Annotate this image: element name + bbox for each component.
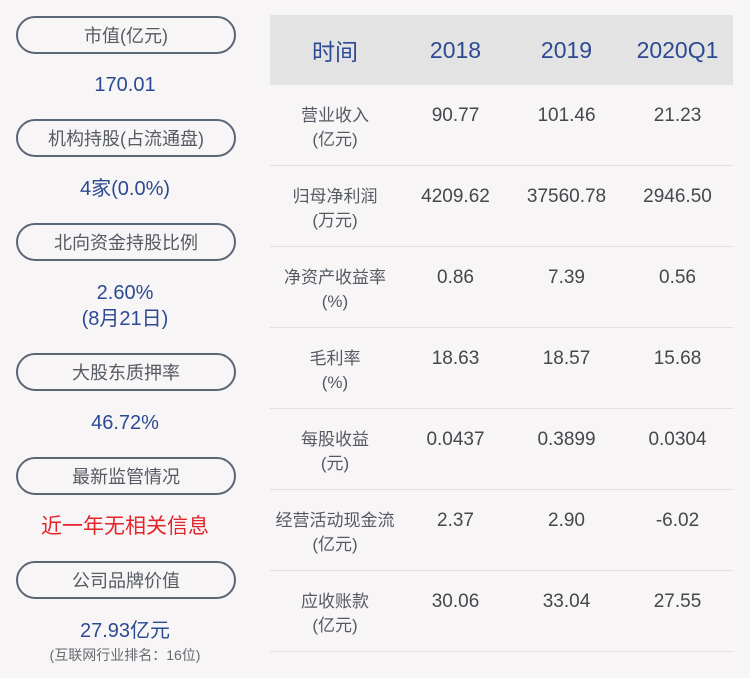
institutional-holdings-label-text: 机构持股(占流通盘) [48,129,204,149]
cell-2020q1: -6.02 [655,510,700,531]
brand-value-label-text: 公司品牌价值 [72,571,180,591]
northbound-holding-date: (8月21日) [81,308,169,330]
northbound-holding-value: 2.60% [96,282,154,304]
cell-2020q1: 15.68 [653,348,702,369]
regulatory-status-value: 近一年无相关信息 [41,515,209,538]
pledge-ratio-value: 46.72% [91,412,159,434]
cell-2018: 90.77 [431,105,480,126]
cell-2019: 0.3899 [537,429,596,450]
northbound-holding-label-text: 北向资金持股比例 [54,233,198,253]
header-2019: 2019 [540,36,593,63]
regulatory-status-label: 最新监管情况 [16,457,236,495]
row-label: 应收账款 (亿元) [270,571,400,638]
cell-2018: 0.0437 [426,429,485,450]
brand-value-label: 公司品牌价值 [16,561,236,599]
metric-name: 归母净利润 [292,187,378,206]
regulatory-status-label-text: 最新监管情况 [72,467,180,487]
metric-name: 营业收入 [301,106,369,125]
metric-unit: (亿元) [312,130,358,149]
brand-value-rank-note: (互联网行业排名：16位) [49,647,201,663]
cell-2019: 37560.78 [526,186,607,207]
row-label: 净资产收益率 (%) [270,247,400,314]
table-row: 应收账款 (亿元) 30.06 33.04 27.55 [270,571,733,652]
table-row: 经营活动现金流 (亿元) 2.37 2.90 -6.02 [270,490,733,571]
metric-unit: (万元) [312,211,358,230]
cell-2019: 2.90 [548,510,585,531]
cell-2019: 18.57 [542,348,591,369]
row-label: 每股收益 (元) [270,409,400,476]
metric-unit: (%) [321,373,349,392]
table-row: 净资产收益率 (%) 0.86 7.39 0.56 [270,247,733,328]
table-row: 毛利率 (%) 18.63 18.57 15.68 [270,328,733,409]
metric-unit: (元) [320,454,350,473]
table-row: 营业收入 (亿元) 90.77 101.46 21.23 [270,85,733,166]
cell-2018: 18.63 [431,348,480,369]
cell-2019: 101.46 [537,105,596,126]
header-period: 时间 [312,39,358,65]
metric-name: 毛利率 [309,349,361,368]
cell-2018: 4209.62 [421,186,490,207]
metric-name: 经营活动现金流 [275,511,395,530]
market-cap-value: 170.01 [94,74,156,96]
market-cap-label-text: 市值(亿元) [84,26,168,46]
cell-2018: 2.37 [437,510,474,531]
table-row: 归母净利润 (万元) 4209.62 37560.78 2946.50 [270,166,733,247]
cell-2020q1: 2946.50 [643,186,712,207]
cell-2020q1: 21.23 [653,105,702,126]
institutional-holdings-label: 机构持股(占流通盘) [16,119,236,157]
row-label: 归母净利润 (万元) [270,166,400,233]
cell-2020q1: 27.55 [653,591,702,612]
cell-2020q1: 0.0304 [648,429,707,450]
brand-value-value: 27.93亿元 [79,620,171,642]
cell-2018: 0.86 [437,267,474,288]
header-2020q1: 2020Q1 [636,36,719,63]
pledge-ratio-label: 大股东质押率 [16,353,236,391]
cell-2018: 30.06 [431,591,480,612]
row-label: 毛利率 (%) [270,328,400,395]
row-label: 营业收入 (亿元) [270,85,400,152]
header-2018: 2018 [429,36,482,63]
metric-name: 每股收益 [301,430,369,449]
metric-unit: (亿元) [312,535,358,554]
cell-2019: 7.39 [548,267,585,288]
institutional-holdings-value: 4家(0.0%) [79,178,171,200]
northbound-holding-label: 北向资金持股比例 [16,223,236,261]
metric-unit: (%) [321,292,349,311]
table-header: 时间 2018 2019 2020Q1 [270,15,733,85]
pledge-ratio-label-text: 大股东质押率 [72,363,180,383]
market-cap-label: 市值(亿元) [16,16,236,54]
financial-table: 时间 2018 2019 2020Q1 营业收入 (亿元) 90.77 101.4… [270,15,733,652]
row-label: 经营活动现金流 (亿元) [270,490,400,557]
cell-2020q1: 0.56 [659,267,696,288]
metric-unit: (亿元) [312,616,358,635]
cell-2019: 33.04 [542,591,591,612]
table-row: 每股收益 (元) 0.0437 0.3899 0.0304 [270,409,733,490]
metric-name: 净资产收益率 [284,268,386,287]
metric-name: 应收账款 [301,592,369,611]
stock-summary-panel: 市值(亿元) 170.01 机构持股(占流通盘) 4家(0.0%) 北向资金持股… [0,0,250,678]
